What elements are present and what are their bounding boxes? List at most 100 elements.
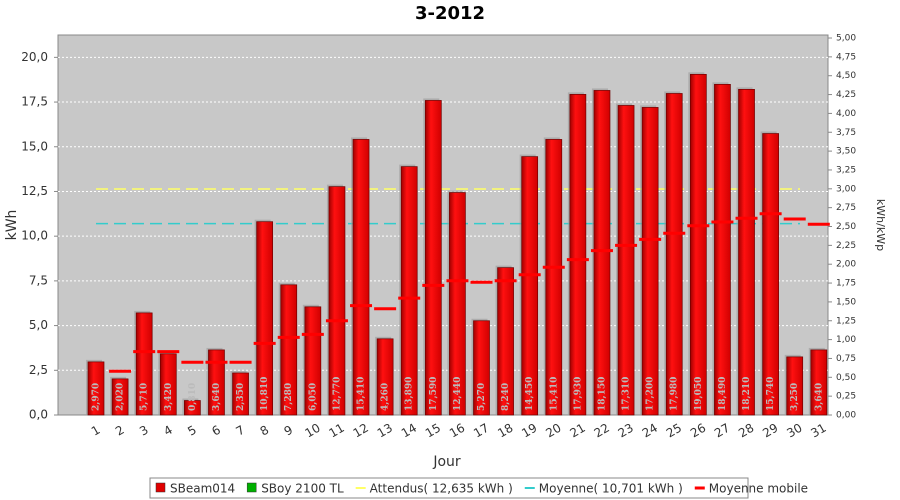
y2-tick-label: 3,25 <box>836 165 856 175</box>
bar <box>111 378 129 416</box>
x-tick-label: 19 <box>519 421 539 441</box>
bar <box>786 356 804 416</box>
bar <box>449 192 466 416</box>
x-tick-label: 26 <box>688 421 708 441</box>
y2-tick-label: 0,25 <box>836 392 856 402</box>
x-tick-label: 24 <box>640 421 660 441</box>
bar <box>617 105 635 416</box>
y-tick-label: 15,0 <box>21 139 48 153</box>
x-tick-label: 9 <box>282 423 296 439</box>
bar <box>232 372 249 416</box>
legend-label: Moyenne( 10,701 kWh ) <box>539 482 683 496</box>
bar <box>545 139 563 416</box>
x-tick-label: 20 <box>543 421 563 441</box>
data-label: 15,410 <box>357 377 367 411</box>
bar <box>473 320 490 416</box>
x-tick-label: 12 <box>351 421 371 441</box>
legend <box>149 477 749 499</box>
bar <box>810 349 828 416</box>
x-tick-label: 5 <box>185 423 199 439</box>
data-label: 18,150 <box>597 377 607 411</box>
bar <box>400 166 418 416</box>
x-tick-label: 4 <box>161 423 175 439</box>
data-label: 17,980 <box>670 377 680 411</box>
bar <box>159 353 177 416</box>
y2-tick-label: 1,50 <box>836 297 856 307</box>
data-label: 17,310 <box>622 377 632 411</box>
chart-title: 3-2012 <box>415 3 485 24</box>
x-axis-label: Jour <box>432 454 461 470</box>
y-tick-label: 10,0 <box>21 229 48 243</box>
y2-tick-label: 2,75 <box>836 203 856 213</box>
x-tick-label: 16 <box>447 421 467 441</box>
bar <box>497 267 514 416</box>
y-tick-label: 0,0 <box>29 408 48 422</box>
data-label: 5,270 <box>477 383 487 411</box>
y2-tick-label: 5,00 <box>836 34 856 44</box>
bar <box>641 107 659 416</box>
x-tick-label: 23 <box>616 421 636 441</box>
y-tick-label: 5,0 <box>29 318 48 332</box>
y2-tick-label: 3,00 <box>836 184 856 194</box>
y2-tick-label: 3,75 <box>836 128 856 138</box>
y2-tick-label: 4,00 <box>836 109 856 119</box>
x-tick-label: 29 <box>760 421 780 441</box>
data-label: 15,740 <box>766 377 776 411</box>
data-label: 12,440 <box>453 377 463 411</box>
y2-tick-label: 3,50 <box>836 147 856 157</box>
bar <box>328 186 346 416</box>
x-tick-label: 7 <box>234 423 248 439</box>
bar <box>689 73 707 416</box>
x-tick-label: 15 <box>423 421 443 441</box>
bar <box>569 94 587 416</box>
data-label: 3,250 <box>790 383 800 411</box>
data-label: 15,410 <box>549 377 559 411</box>
data-label: 2,350 <box>236 383 246 411</box>
y2-tick-label: 0,00 <box>836 411 856 421</box>
y2-tick-label: 1,00 <box>836 335 856 345</box>
legend-label: SBoy 2100 TL <box>261 482 344 496</box>
data-label: 0,810 <box>188 383 198 411</box>
y2-tick-label: 4,50 <box>836 71 856 81</box>
bar <box>87 361 105 416</box>
bar <box>762 133 779 416</box>
bar <box>738 89 755 416</box>
bar <box>593 90 611 416</box>
data-label: 3,640 <box>212 383 222 411</box>
data-label: 17,200 <box>646 377 656 411</box>
y2-axis-label: kWh/kWp <box>874 199 887 251</box>
data-label: 4,260 <box>381 383 391 411</box>
data-label: 14,450 <box>525 377 535 411</box>
x-tick-label: 2 <box>113 423 127 439</box>
bar <box>352 139 370 416</box>
bar <box>208 349 225 416</box>
y2-tick-label: 1,75 <box>836 279 856 289</box>
y2-tick-label: 1,25 <box>836 316 856 326</box>
x-tick-label: 6 <box>209 423 223 439</box>
y-axis-label: kWh <box>4 210 20 241</box>
x-tick-label: 13 <box>375 421 395 441</box>
bar <box>665 93 683 416</box>
data-label: 6,050 <box>308 383 318 411</box>
y2-tick-label: 2,00 <box>836 260 856 270</box>
bar <box>376 338 394 416</box>
x-tick-label: 31 <box>808 421 828 441</box>
data-label: 18,210 <box>742 377 752 411</box>
x-tick-label: 18 <box>495 421 515 441</box>
x-tick-label: 30 <box>784 421 804 441</box>
bar <box>521 156 539 416</box>
bar <box>424 100 442 416</box>
bar <box>135 312 153 416</box>
legend-label: Attendus( 12,635 kWh ) <box>370 482 513 496</box>
data-label: 5,710 <box>140 383 150 411</box>
x-tick-label: 22 <box>592 421 612 441</box>
bar <box>714 84 731 416</box>
y-tick-label: 20,0 <box>21 50 48 64</box>
x-tick-label: 17 <box>471 421 491 441</box>
x-tick-label: 3 <box>137 423 151 439</box>
bar <box>256 221 274 416</box>
data-label: 8,240 <box>501 383 511 411</box>
data-label: 17,930 <box>573 377 583 411</box>
bar <box>280 284 298 416</box>
